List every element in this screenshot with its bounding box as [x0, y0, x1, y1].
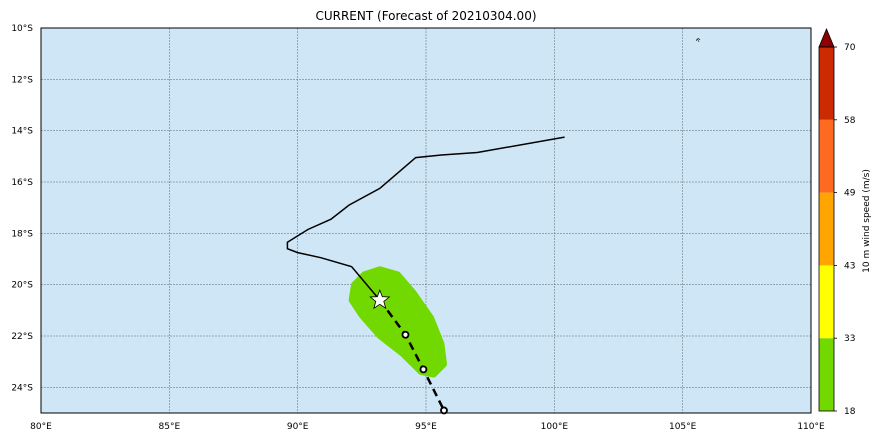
colorbar-extend-arrow	[818, 27, 835, 48]
latitude-tick-label: 22°S	[11, 332, 33, 342]
latitude-axis: 10°S 12°S 14°S 16°S 18°S 20°S 22°S 24°S	[11, 24, 33, 393]
colorbar-label: 10 m wind speed (m/s)	[862, 169, 872, 273]
map-frame	[40, 27, 812, 414]
longitude-tick-label: 90°E	[287, 422, 309, 432]
colorbar-tick-label: 43	[844, 261, 855, 271]
colorbar-tick-label: 58	[844, 116, 856, 126]
colorbar: 18 33 43 49 58 70	[818, 27, 856, 417]
island-marker	[695, 38, 701, 42]
forecast-point	[419, 365, 428, 374]
latitude-tick-label: 10°S	[11, 24, 33, 34]
latitude-tick-label: 14°S	[11, 127, 33, 137]
latitude-tick-label: 16°S	[11, 178, 33, 188]
forecast-point	[401, 330, 410, 339]
longitude-tick-label: 100°E	[541, 422, 569, 432]
forecast-track-line	[378, 299, 446, 411]
current-position-star-icon	[369, 288, 391, 310]
colorbar-tick-label: 49	[844, 189, 856, 199]
past-track-line	[286, 136, 565, 301]
longitude-axis: 80°E 85°E 90°E 95°E 100°E 105°E 110°E	[30, 422, 825, 432]
latitude-tick-label: 18°S	[11, 229, 33, 239]
colorbar-segment	[819, 192, 834, 266]
colorbar-segment	[819, 338, 834, 411]
longitude-tick-label: 110°E	[797, 422, 825, 432]
longitude-tick-label: 85°E	[159, 422, 181, 432]
map-title: CURRENT (Forecast of 20210304.00)	[315, 9, 536, 23]
colorbar-segment	[819, 47, 834, 120]
map-area	[40, 27, 812, 415]
colorbar-segment	[819, 119, 834, 193]
colorbar-tick-label: 33	[844, 334, 855, 344]
latitude-tick-label: 24°S	[11, 383, 33, 393]
longitude-tick-label: 95°E	[415, 422, 437, 432]
longitude-tick-label: 105°E	[669, 422, 697, 432]
wind-swath-area	[348, 266, 447, 378]
latitude-tick-label: 12°S	[11, 75, 33, 85]
longitude-tick-label: 80°E	[30, 422, 52, 432]
colorbar-tick-label: 18	[844, 407, 856, 417]
colorbar-frame	[818, 46, 835, 412]
colorbar-segment	[819, 265, 834, 339]
forecast-points	[401, 330, 448, 415]
latitude-tick-label: 20°S	[11, 281, 33, 291]
colorbar-tick-label: 70	[844, 43, 856, 53]
